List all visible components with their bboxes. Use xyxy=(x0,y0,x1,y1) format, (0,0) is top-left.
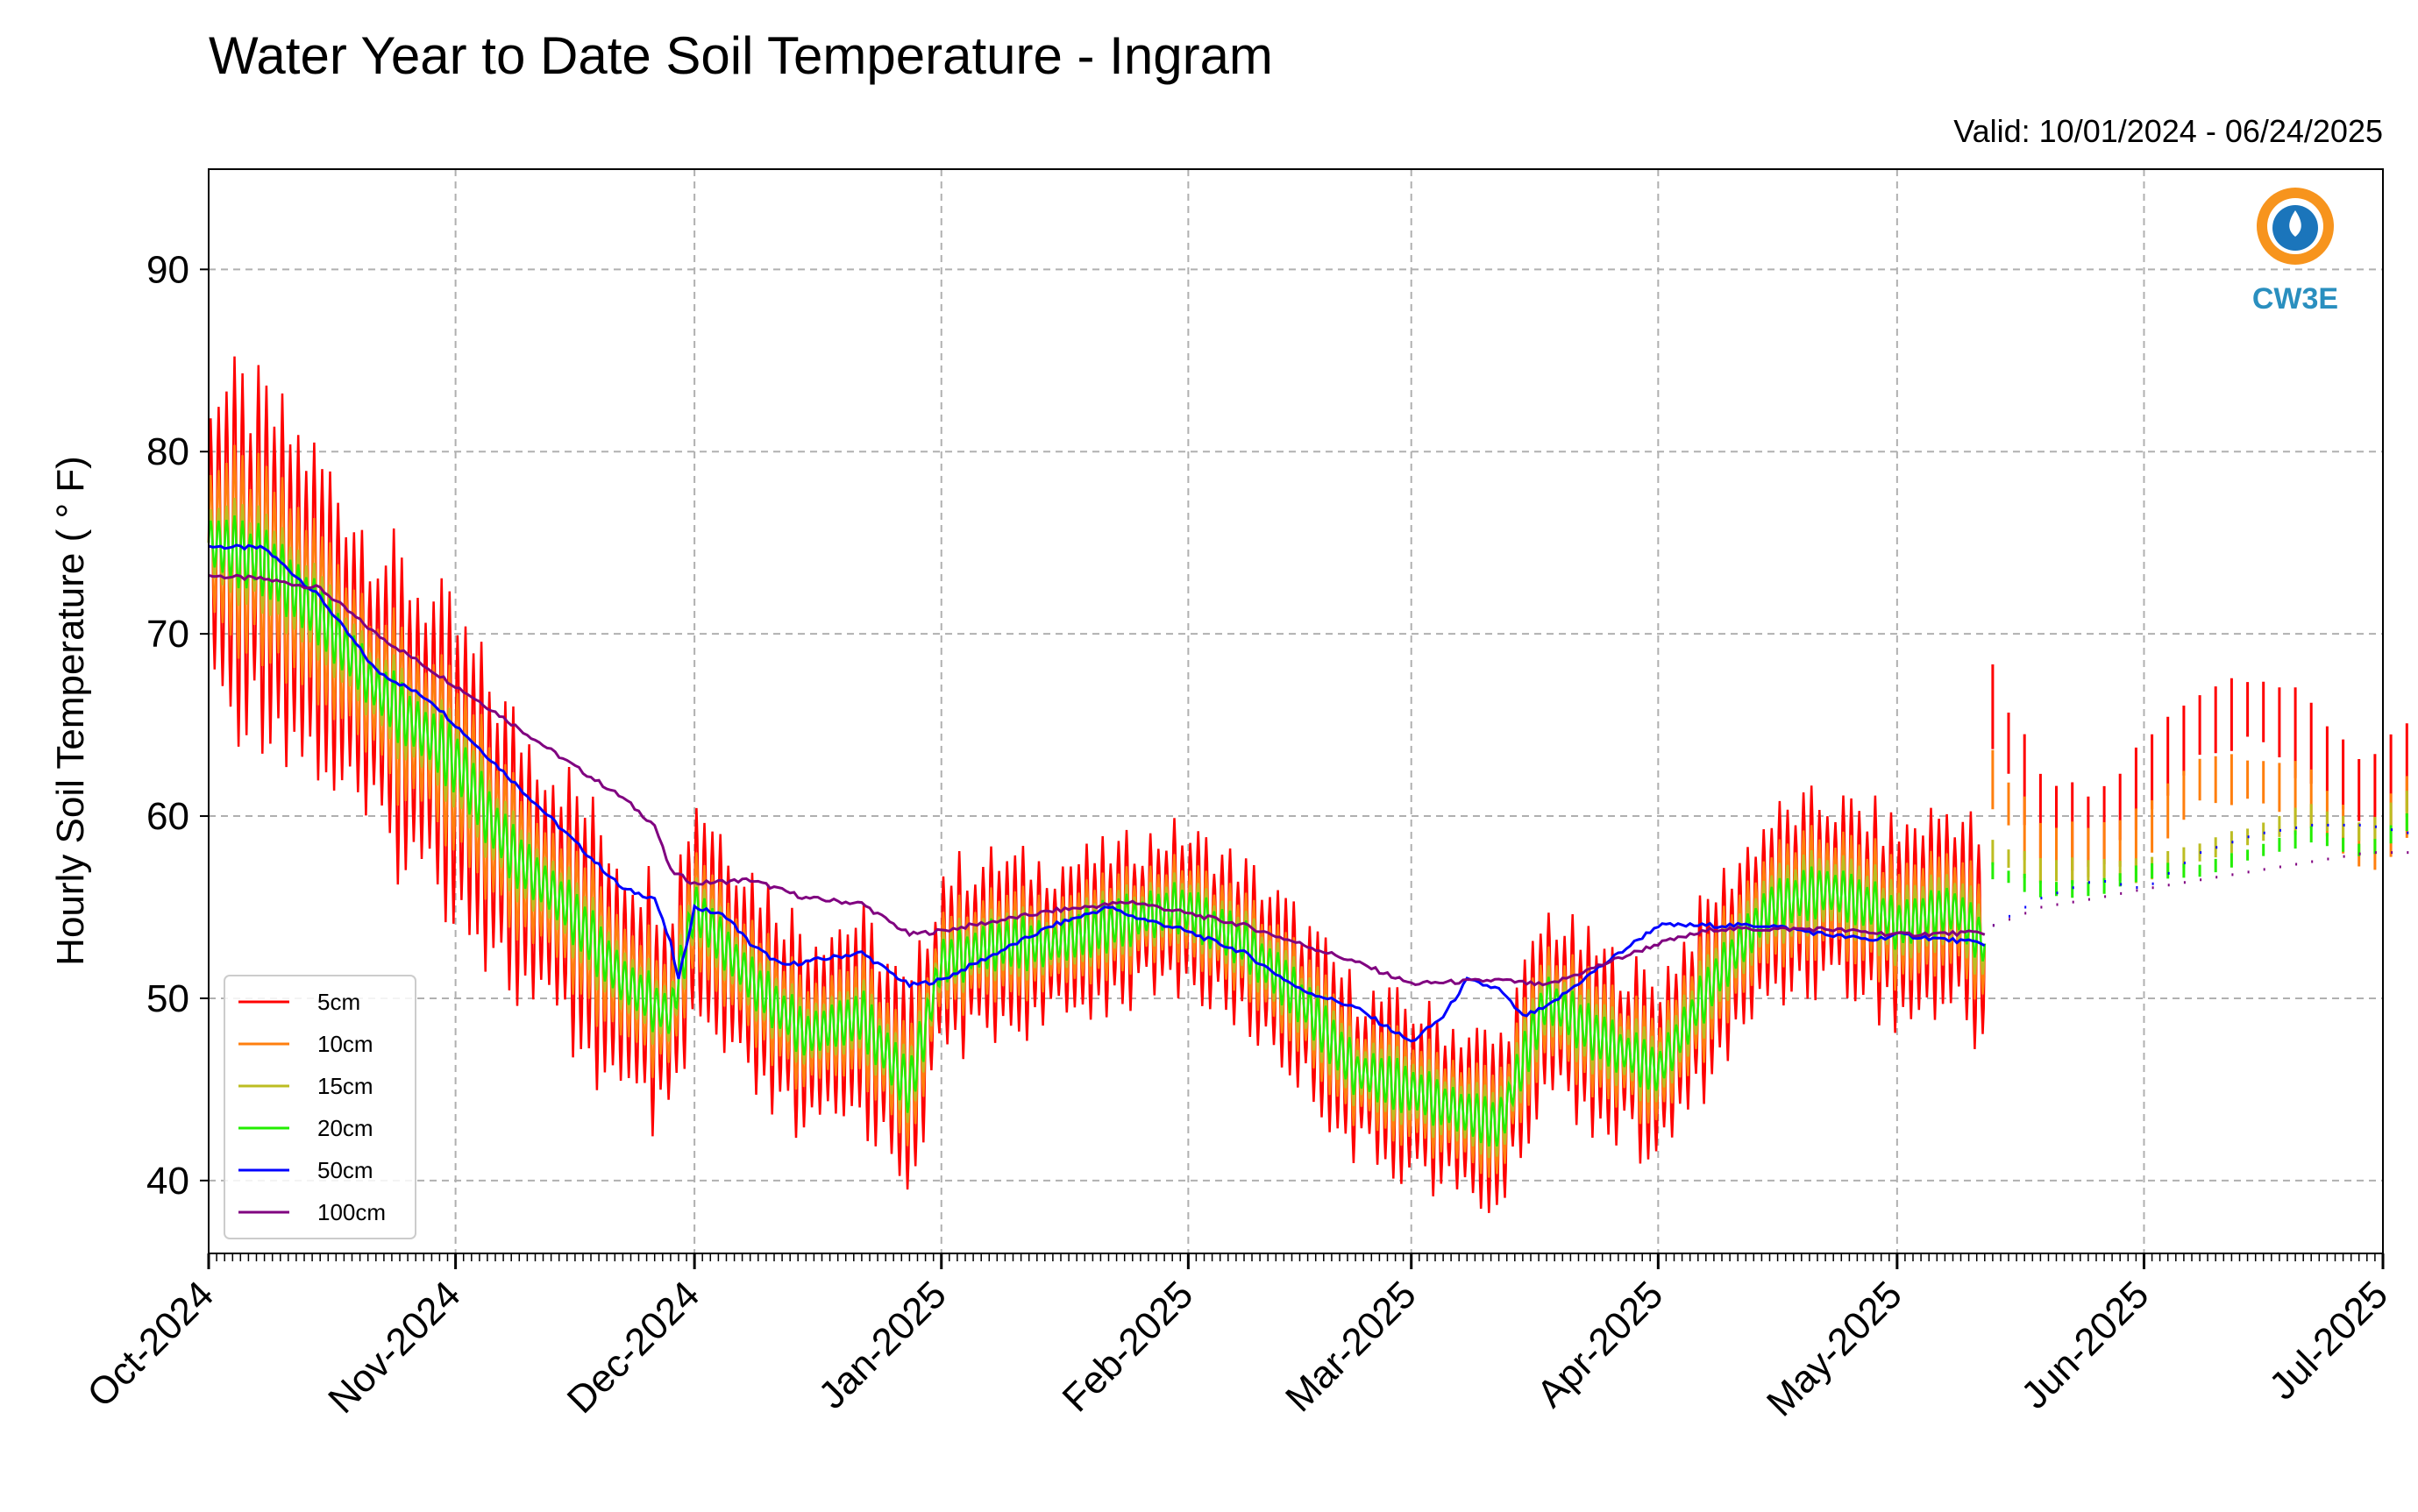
water-drop-icon xyxy=(2289,210,2301,237)
y-axis-label: Hourly Soil Temperature ( ° F) xyxy=(49,456,92,966)
legend-label-15cm: 15cm xyxy=(317,1073,373,1099)
series-line-50cm xyxy=(208,543,1986,1043)
y-tick-label: 90 xyxy=(146,248,189,291)
chart-subtitle: Valid: 10/01/2024 - 06/24/2025 xyxy=(1953,113,2383,149)
legend: 5cm 10cm 15cm 20cm 50cm 100cm xyxy=(224,975,416,1239)
y-tick-label: 50 xyxy=(146,977,189,1020)
series-lines xyxy=(207,356,2409,1213)
series-line-100cm xyxy=(208,573,1986,987)
series-sparse-20cm xyxy=(1991,813,2408,898)
plot-frame xyxy=(208,168,2384,1254)
series-line-20cm xyxy=(207,515,1987,1147)
chart-title: Water Year to Date Soil Temperature - In… xyxy=(209,26,1273,85)
y-tick-label: 60 xyxy=(146,795,189,838)
cw3e-logo: CW3E xyxy=(2252,188,2338,316)
x-minor-ticks xyxy=(208,1253,2384,1261)
legend-label-10cm: 10cm xyxy=(317,1031,373,1057)
y-tick-label: 80 xyxy=(146,430,189,473)
logo-text: CW3E xyxy=(2252,282,2338,316)
legend-items: 5cm 10cm 15cm 20cm 50cm 100cm xyxy=(238,989,386,1225)
legend-label-100cm: 100cm xyxy=(317,1199,386,1225)
legend-box xyxy=(224,975,416,1239)
series-sparse-100cm xyxy=(1992,851,2409,927)
y-axis-ticks: 40 50 60 70 80 90 xyxy=(146,248,209,1203)
y-tick-label: 70 xyxy=(146,613,189,656)
legend-label-5cm: 5cm xyxy=(317,989,360,1015)
y-tick-label: 40 xyxy=(146,1160,189,1203)
legend-label-20cm: 20cm xyxy=(317,1115,373,1141)
legend-label-50cm: 50cm xyxy=(317,1157,373,1183)
